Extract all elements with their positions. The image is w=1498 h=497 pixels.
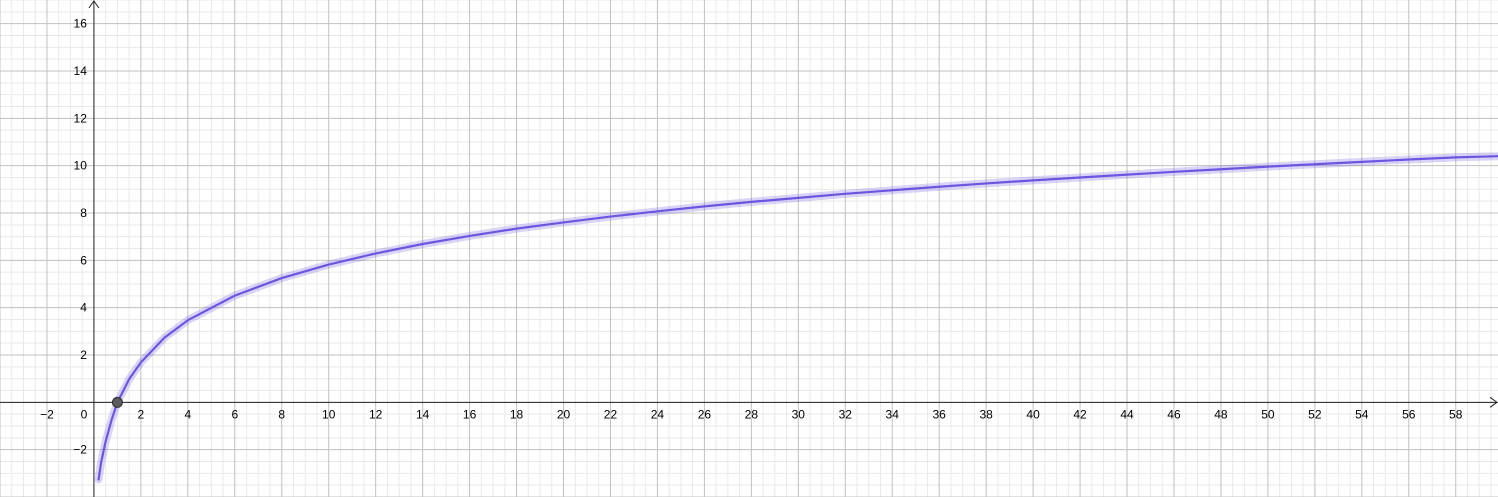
x-tick-label: 32 — [839, 407, 853, 421]
x-intercept-point[interactable] — [111, 396, 123, 408]
x-tick-label: 38 — [979, 407, 993, 421]
y-tick-label: 4 — [80, 301, 87, 315]
x-tick-label: 26 — [698, 407, 712, 421]
y-tick-label: 6 — [80, 253, 87, 267]
y-tick-label: −2 — [73, 443, 87, 457]
y-tick-label: 12 — [74, 111, 88, 125]
x-tick-label: 54 — [1355, 407, 1369, 421]
x-tick-label: 0 — [81, 407, 88, 421]
x-tick-label: 14 — [416, 407, 430, 421]
x-tick-label: 56 — [1402, 407, 1416, 421]
x-tick-label: 2 — [138, 407, 145, 421]
x-tick-label: 50 — [1261, 407, 1275, 421]
x-tick-label: 48 — [1214, 407, 1228, 421]
function-curves[interactable] — [94, 152, 1498, 484]
y-tick-label: 14 — [74, 64, 88, 78]
x-axis-arrow — [1489, 396, 1498, 408]
x-tick-label: 42 — [1073, 407, 1087, 421]
x-tick-label: 46 — [1167, 407, 1181, 421]
x-tick-label: 40 — [1026, 407, 1040, 421]
x-tick-label: 52 — [1308, 407, 1322, 421]
x-tick-label: 8 — [278, 407, 285, 421]
x-tick-label: 16 — [463, 407, 477, 421]
x-tick-label: 12 — [369, 407, 383, 421]
y-tick-label: 10 — [74, 159, 88, 173]
x-tick-label: 44 — [1120, 407, 1134, 421]
x-tick-label: 36 — [933, 407, 947, 421]
x-tick-label: 24 — [651, 407, 665, 421]
graph-points[interactable] — [111, 396, 123, 408]
x-tick-label: 20 — [557, 407, 571, 421]
y-tick-label: 2 — [80, 348, 87, 362]
x-tick-label: −2 — [40, 407, 54, 421]
x-tick-label: 30 — [792, 407, 806, 421]
x-axis-tick-labels: −2 0 2 4 6 8 10 12 14 16 18 20 22 24 26 28 30 32 34 36 38 40 4… — [40, 407, 1463, 421]
x-tick-label: 10 — [322, 407, 336, 421]
y-tick-label: 16 — [74, 17, 88, 31]
x-tick-label: 22 — [604, 407, 618, 421]
x-tick-label: 28 — [745, 407, 759, 421]
y-axis-tick-labels: −2 2 4 6 8 10 12 14 16 — [73, 17, 87, 457]
x-tick-label: 4 — [184, 407, 191, 421]
x-tick-label: 6 — [231, 407, 238, 421]
x-tick-label: 58 — [1449, 407, 1463, 421]
function-curve[interactable] — [97, 155, 1498, 481]
y-axis-arrow — [88, 0, 100, 9]
x-tick-label: 18 — [510, 407, 524, 421]
x-tick-label: 34 — [886, 407, 900, 421]
y-tick-label: 8 — [80, 206, 87, 220]
